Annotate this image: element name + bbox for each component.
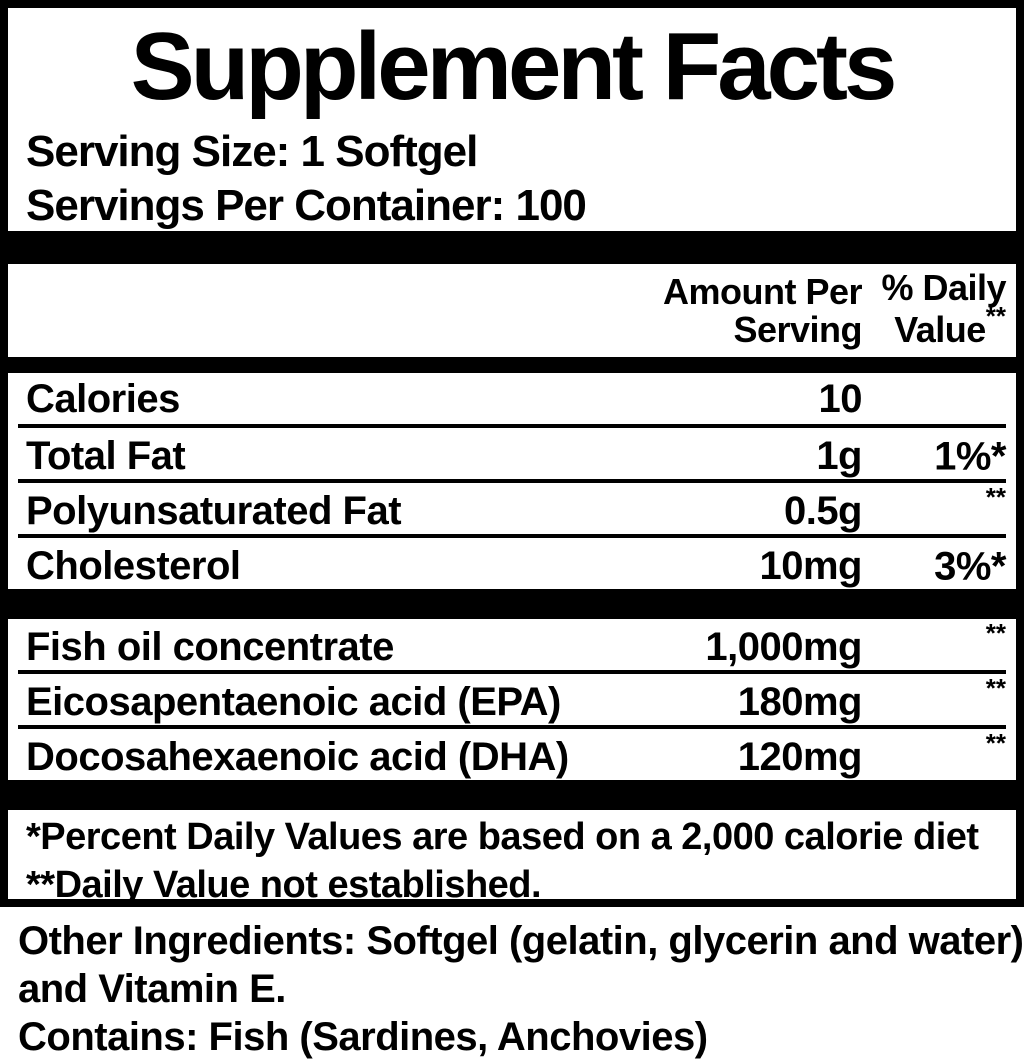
nutrient-name: Total Fat <box>26 434 186 479</box>
column-header-dv-line2: Value** <box>862 303 1006 350</box>
nutrient-amount: 0.5g <box>783 489 863 534</box>
table-row-dha: Docosahexaenoic acid (DHA) 120mg ** <box>18 725 1006 780</box>
ingredient-daily-value: ** <box>862 730 1006 779</box>
contains-statement: Contains: Fish (Sardines, Anchovies) <box>18 1015 708 1059</box>
other-ingredients-line2: and Vitamin E. <box>18 967 286 1011</box>
servings-per-container: Servings Per Container: 100 <box>26 181 587 230</box>
column-header-amount-line1: Amount Per <box>662 271 863 312</box>
ingredient-rows: Fish oil concentrate 1,000mg ** Eicosape… <box>18 619 1006 780</box>
ingredient-amount: 1,000mg <box>705 625 862 670</box>
nutrient-daily-value: 1%* <box>862 433 1006 478</box>
other-ingredients-line1: Other Ingredients: Softgel (gelatin, gly… <box>18 919 1024 963</box>
nutrient-daily-value: ** <box>862 484 1006 533</box>
nutrient-amount: 1g <box>816 434 862 479</box>
divider-bar-thick-bottom <box>8 780 1016 810</box>
table-row-fish-oil-concentrate: Fish oil concentrate 1,000mg ** <box>18 619 1006 670</box>
ingredient-amount: 120mg <box>737 735 863 780</box>
column-header-amount-per-serving: Amount Per Serving <box>662 271 863 350</box>
dv-asterisks: ** <box>985 482 1006 512</box>
column-headers: Amount Per Serving % Daily Value** <box>18 269 1007 350</box>
column-header-dv-line1: % Daily <box>881 267 1006 308</box>
ingredient-amount: 180mg <box>737 680 863 725</box>
dv-asterisks: ** <box>985 728 1006 758</box>
other-ingredients-section: Other Ingredients: Softgel (gelatin, gly… <box>0 907 1024 1058</box>
page-title: Supplement Facts <box>130 13 898 120</box>
nutrient-rows: Calories 10 Total Fat 1g 1%* Polyunsatur… <box>18 373 1006 589</box>
dv-text: 1%* <box>934 434 1006 479</box>
divider-bar-thick-middle <box>8 589 1016 619</box>
column-header-daily-value: % Daily Value** <box>862 269 1006 349</box>
ingredient-name: Docosahexaenoic acid (DHA) <box>26 735 569 780</box>
ingredient-name: Fish oil concentrate <box>26 625 394 670</box>
nutrient-amount: 10 <box>818 377 863 421</box>
divider-bar-medium-header <box>8 357 1016 373</box>
column-header-amount-line2: Serving <box>733 309 862 350</box>
table-row-epa: Eicosapentaenoic acid (EPA) 180mg ** <box>18 670 1006 725</box>
footnote-daily-value-not-established: **Daily Value not established. <box>26 864 542 906</box>
nutrient-name: Calories <box>26 377 180 421</box>
footnote-percent-daily-values: *Percent Daily Values are based on a 2,0… <box>26 816 979 858</box>
nutrient-name: Polyunsaturated Fat <box>26 489 402 534</box>
nutrient-amount: 10mg <box>759 544 863 589</box>
column-header-dv-line2-text: Value <box>894 309 986 350</box>
dv-text: 3%* <box>934 544 1006 589</box>
dv-asterisks: ** <box>985 673 1006 703</box>
table-row-total-fat: Total Fat 1g 1%* <box>18 424 1006 479</box>
ingredient-daily-value: ** <box>862 675 1006 724</box>
table-row-polyunsaturated-fat: Polyunsaturated Fat 0.5g ** <box>18 479 1006 534</box>
nutrient-name: Cholesterol <box>26 544 241 589</box>
nutrient-daily-value: 3%* <box>862 543 1006 588</box>
table-row-calories: Calories 10 <box>18 373 1006 424</box>
ingredient-name: Eicosapentaenoic acid (EPA) <box>26 680 561 725</box>
serving-size: Serving Size: 1 Softgel <box>26 127 478 176</box>
ingredient-daily-value: ** <box>862 620 1006 669</box>
column-header-dv-asterisks: ** <box>985 301 1006 331</box>
supplement-facts-panel: Supplement Facts Serving Size: 1 Softgel… <box>0 0 1024 907</box>
divider-bar-thick-top <box>8 231 1016 264</box>
table-row-cholesterol: Cholesterol 10mg 3%* <box>18 534 1006 589</box>
dv-asterisks: ** <box>985 618 1006 648</box>
